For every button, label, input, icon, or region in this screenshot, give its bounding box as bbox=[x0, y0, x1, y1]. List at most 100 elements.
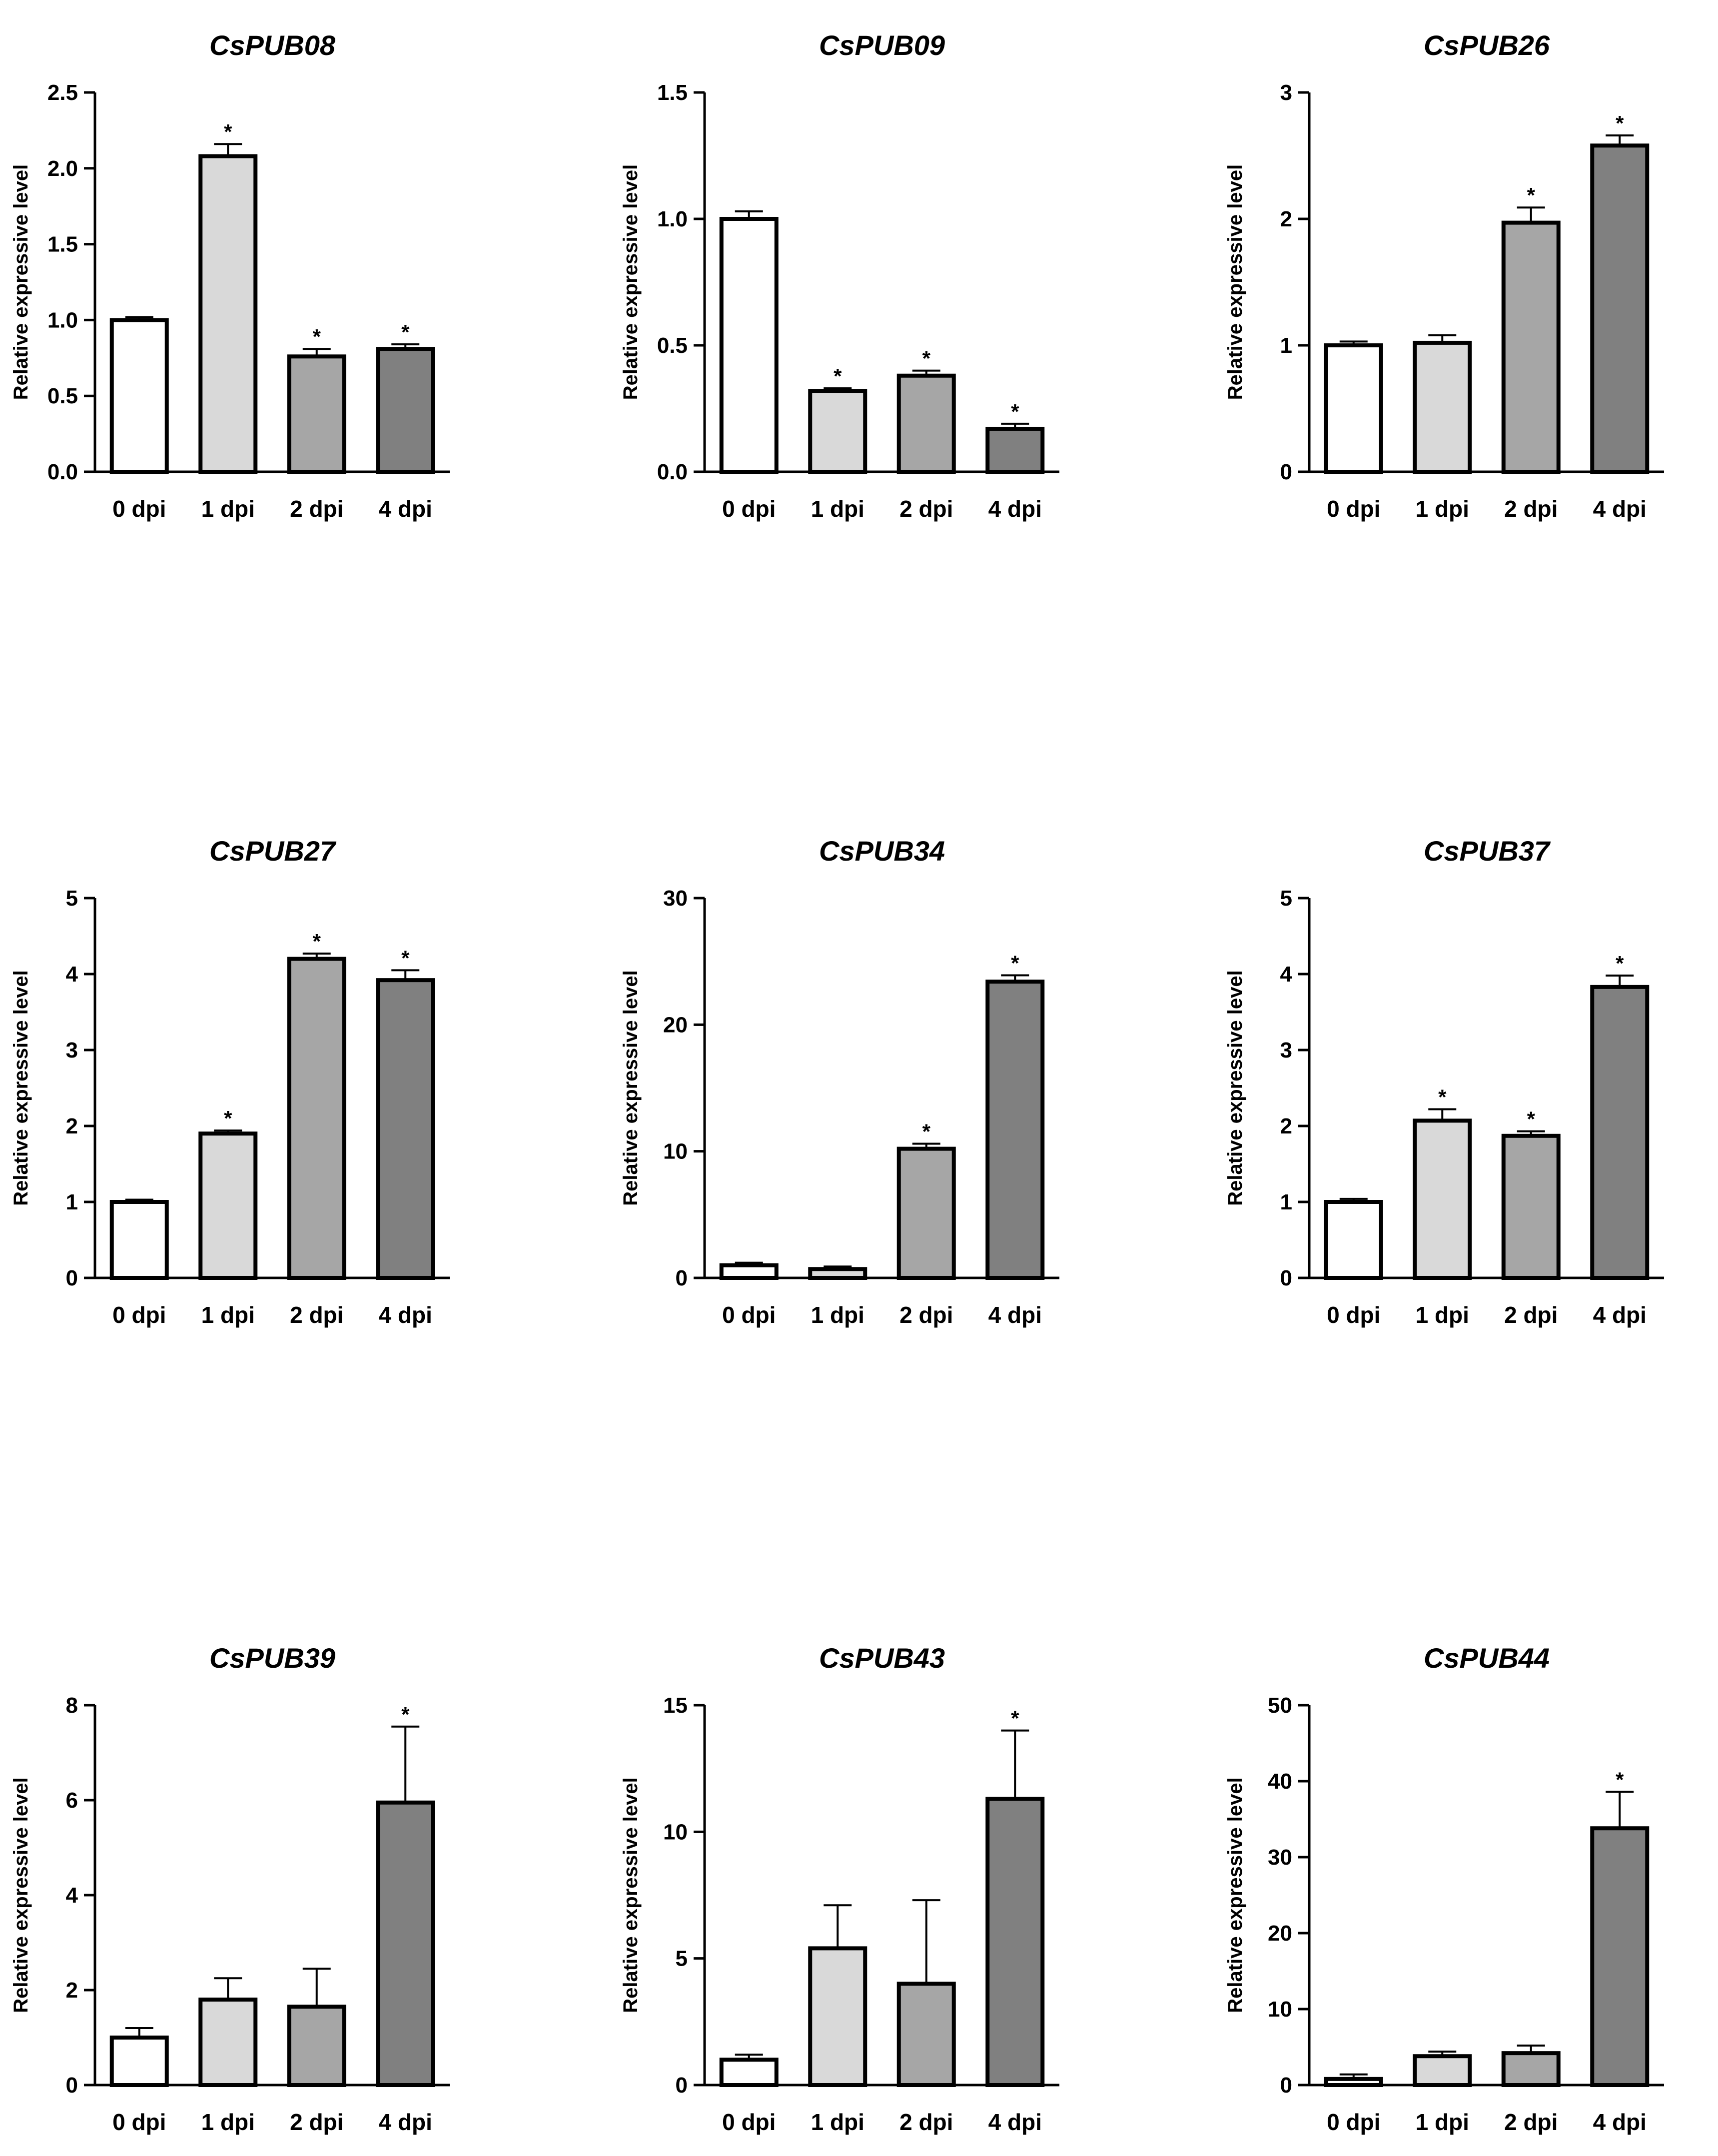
chart-panel-cspub08: CsPUB08 Relative expressive level 0.0 0.5 1.… bbox=[10, 29, 450, 522]
bar-1-dpi bbox=[808, 389, 867, 474]
bar-2-dpi bbox=[896, 373, 956, 474]
y-tick-label: 4 bbox=[66, 1883, 78, 1908]
chart-panel-cspub26: CsPUB26 Relative expressive level 0 1 2 3 0 dp… bbox=[1224, 29, 1664, 522]
y-tick-label: 1.5 bbox=[47, 232, 78, 257]
bar-2-dpi bbox=[287, 354, 346, 474]
x-category-label: 4 dpi bbox=[1593, 496, 1647, 522]
x-category-label: 1 dpi bbox=[1416, 1302, 1469, 1328]
y-tick-label: 5 bbox=[676, 1947, 688, 1971]
chart-title: CsPUB09 bbox=[819, 29, 945, 61]
y-tick-label: 1.0 bbox=[657, 207, 688, 231]
x-category-label: 0 dpi bbox=[722, 2109, 776, 2135]
bar-4-dpi bbox=[1590, 1826, 1650, 2087]
y-tick-label: 0 bbox=[1280, 460, 1292, 484]
bar-4-dpi bbox=[1590, 143, 1650, 474]
y-tick-label: 1 bbox=[66, 1190, 78, 1214]
chart-title: CsPUB44 bbox=[1424, 1642, 1550, 1674]
bar-4-dpi bbox=[376, 978, 435, 1280]
y-tick-label: 4 bbox=[66, 962, 78, 987]
bar-0-dpi bbox=[719, 217, 779, 474]
bar-1-dpi bbox=[808, 1946, 867, 2087]
bar-4-dpi bbox=[1590, 985, 1650, 1280]
y-tick-label: 0 bbox=[676, 2073, 688, 2098]
bar-1-dpi bbox=[198, 154, 258, 474]
chart-title: CsPUB27 bbox=[209, 835, 337, 867]
y-tick-label: 1 bbox=[1280, 1190, 1292, 1214]
x-category-label: 0 dpi bbox=[722, 1302, 776, 1328]
y-tick-label: 1 bbox=[1280, 333, 1292, 358]
x-category-label: 2 dpi bbox=[290, 2109, 343, 2135]
y-tick-label: 2.5 bbox=[47, 80, 78, 105]
y-tick-label: 0.5 bbox=[657, 333, 688, 358]
x-category-label: 4 dpi bbox=[379, 2109, 432, 2135]
significance-star: * bbox=[1527, 1107, 1536, 1131]
y-tick-label: 10 bbox=[1268, 1997, 1292, 2022]
x-category-label: 2 dpi bbox=[899, 2109, 953, 2135]
x-category-label: 1 dpi bbox=[201, 1302, 255, 1328]
x-category-label: 4 dpi bbox=[988, 2109, 1042, 2135]
bar-0-dpi bbox=[719, 1263, 779, 1280]
y-axis-title: Relative expressive level bbox=[620, 164, 642, 400]
bar-4-dpi bbox=[376, 1800, 435, 2087]
bar-2-dpi bbox=[1501, 2051, 1561, 2088]
significance-star: * bbox=[1011, 400, 1019, 423]
bar-0-dpi bbox=[109, 318, 169, 474]
y-tick-label: 0 bbox=[1280, 1266, 1292, 1290]
bar-2-dpi bbox=[896, 1146, 956, 1280]
significance-star: * bbox=[224, 1106, 232, 1130]
bar-0-dpi bbox=[1324, 343, 1383, 474]
bar-2-dpi bbox=[896, 1982, 956, 2087]
chart-panel-cspub09: CsPUB09 Relative expressive level 0.0 0.5 1.… bbox=[620, 29, 1059, 522]
y-tick-label: 1.5 bbox=[657, 80, 688, 105]
y-tick-label: 50 bbox=[1268, 1693, 1292, 1718]
x-category-label: 1 dpi bbox=[1416, 496, 1469, 522]
y-tick-label: 2.0 bbox=[47, 156, 78, 181]
bar-1-dpi bbox=[198, 1998, 258, 2087]
chart-title: CsPUB43 bbox=[819, 1642, 945, 1674]
y-tick-label: 5 bbox=[1280, 886, 1292, 911]
x-category-label: 4 dpi bbox=[988, 1302, 1042, 1328]
significance-star: * bbox=[313, 325, 321, 348]
chart-panel-cspub37: CsPUB37 Relative expressive level 0 1 2 3 4 5 0 … bbox=[1224, 835, 1664, 1328]
significance-star: * bbox=[401, 1703, 410, 1726]
bar-2-dpi bbox=[1501, 220, 1561, 474]
chart-title: CsPUB34 bbox=[819, 835, 945, 867]
y-tick-label: 0.5 bbox=[47, 384, 78, 408]
significance-star: * bbox=[1011, 1707, 1019, 1730]
y-tick-label: 10 bbox=[663, 1139, 688, 1164]
x-category-label: 2 dpi bbox=[899, 1302, 953, 1328]
x-category-label: 0 dpi bbox=[112, 1302, 166, 1328]
x-category-label: 2 dpi bbox=[290, 1302, 343, 1328]
bar-2-dpi bbox=[287, 957, 346, 1280]
y-tick-label: 3 bbox=[1280, 1038, 1292, 1063]
x-category-label: 2 dpi bbox=[290, 496, 343, 522]
y-axis-title: Relative expressive level bbox=[1224, 970, 1246, 1205]
y-tick-label: 4 bbox=[1280, 962, 1293, 987]
significance-star: * bbox=[922, 347, 931, 370]
bar-0-dpi bbox=[719, 2058, 779, 2088]
x-category-label: 4 dpi bbox=[1593, 1302, 1647, 1328]
y-axis-title: Relative expressive level bbox=[10, 970, 32, 1205]
bar-4-dpi bbox=[985, 980, 1045, 1280]
y-tick-label: 2 bbox=[1280, 207, 1292, 231]
bar-0-dpi bbox=[1324, 2077, 1383, 2087]
chart-panel-cspub39: CsPUB39 Relative expressive level 0 2 4 6 8 0 d… bbox=[10, 1642, 450, 2135]
y-tick-label: 2 bbox=[1280, 1114, 1292, 1138]
y-tick-label: 0 bbox=[66, 2073, 78, 2098]
significance-star: * bbox=[313, 930, 321, 953]
y-tick-label: 5 bbox=[66, 886, 78, 911]
bar-0-dpi bbox=[109, 1200, 169, 1280]
x-category-label: 1 dpi bbox=[811, 2109, 864, 2135]
y-tick-label: 0.0 bbox=[47, 460, 78, 484]
y-tick-label: 15 bbox=[663, 1693, 688, 1718]
bar-4-dpi bbox=[985, 1797, 1045, 2087]
y-axis-title: Relative expressive level bbox=[10, 164, 32, 400]
x-category-label: 4 dpi bbox=[1593, 2109, 1647, 2135]
y-tick-label: 0 bbox=[66, 1266, 78, 1290]
chart-title: CsPUB08 bbox=[209, 29, 336, 61]
x-category-label: 0 dpi bbox=[722, 496, 776, 522]
bar-1-dpi bbox=[1413, 340, 1472, 474]
x-category-label: 1 dpi bbox=[811, 1302, 864, 1328]
chart-title: CsPUB37 bbox=[1424, 835, 1551, 867]
